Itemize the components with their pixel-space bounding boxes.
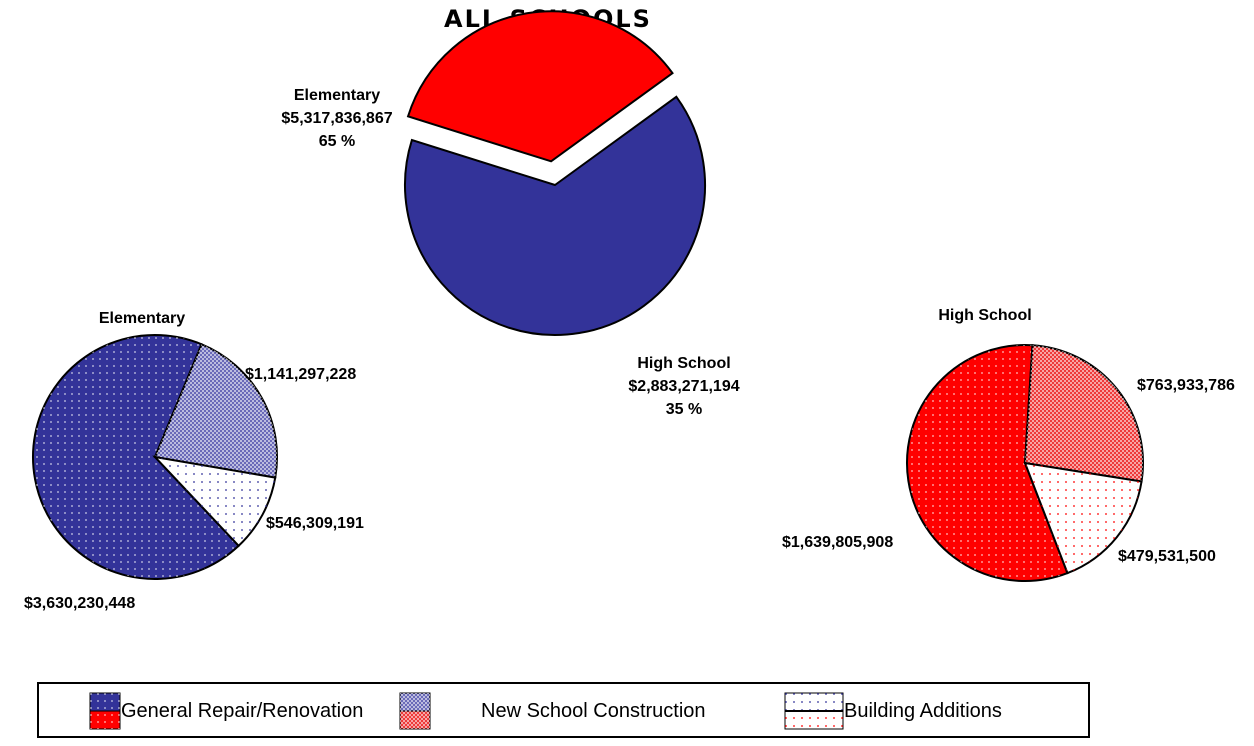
elementary-label-new-construction: $1,141,297,228 bbox=[245, 366, 356, 383]
highschool-label-building-additions: $479,531,500 bbox=[1118, 548, 1216, 565]
elementary-label-building-additions: $546,309,191 bbox=[266, 515, 364, 532]
chart-canvas: ALL SCHOOLS Elementary $5,317,836,867 65… bbox=[24, 5, 1235, 612]
highschool-label-new-construction: $763,933,786 bbox=[1137, 377, 1235, 394]
chart-legend: General Repair/Renovation New School Con… bbox=[37, 682, 1090, 738]
main-label-elementary-percent: 65 % bbox=[319, 133, 355, 150]
elementary-chart-title: Elementary bbox=[99, 310, 185, 327]
legend-item-general-repair: General Repair/Renovation bbox=[89, 692, 363, 730]
elementary-pie-slice-0-texture bbox=[33, 334, 239, 579]
main-pie bbox=[404, 10, 706, 336]
elementary-pie bbox=[32, 334, 278, 580]
highschool-pie-slice-0-texture bbox=[907, 345, 1068, 581]
main-label-highschool-value: $2,883,271,194 bbox=[628, 378, 739, 395]
white-dotted-swatch-icon bbox=[784, 692, 844, 730]
legend-label-building-additions: Building Additions bbox=[844, 699, 1002, 722]
elementary-pie-slice-1-texture bbox=[155, 344, 277, 478]
highschool-pie-slice-2-texture bbox=[1025, 463, 1142, 574]
blue-red-solid-swatch-icon bbox=[89, 692, 121, 730]
legend-item-building-additions: Building Additions bbox=[784, 692, 1002, 730]
elementary-pie-slice-2-texture bbox=[155, 457, 276, 546]
elementary-label-general-repair: $3,630,230,448 bbox=[24, 595, 135, 612]
main-pie-slice-0 bbox=[404, 95, 706, 336]
highschool-chart-title: High School bbox=[938, 307, 1031, 324]
legend-item-new-construction: New School Construction bbox=[399, 692, 706, 730]
highschool-pie-slice-1-texture bbox=[1025, 345, 1144, 482]
highschool-pie bbox=[906, 344, 1144, 582]
main-label-highschool-name: High School bbox=[637, 355, 730, 372]
legend-label-general-repair: General Repair/Renovation bbox=[121, 699, 364, 722]
highschool-label-general-repair: $1,639,805,908 bbox=[782, 534, 893, 551]
legend-label-new-construction: New School Construction bbox=[481, 699, 706, 722]
main-label-elementary-name: Elementary bbox=[294, 87, 380, 104]
main-label-elementary-value: $5,317,836,867 bbox=[281, 110, 392, 127]
main-label-highschool-percent: 35 % bbox=[666, 401, 702, 418]
blue-red-checkered-swatch-icon bbox=[399, 692, 431, 730]
main-pie-slice-1 bbox=[406, 10, 674, 163]
